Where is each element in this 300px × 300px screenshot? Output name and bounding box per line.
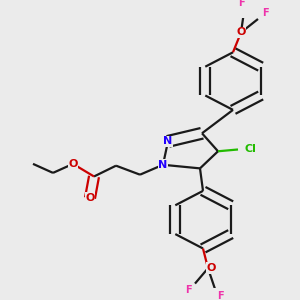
Text: F: F: [217, 291, 223, 300]
Text: F: F: [185, 285, 191, 295]
Text: O: O: [85, 193, 95, 203]
Text: Cl: Cl: [244, 145, 256, 154]
Text: O: O: [206, 263, 216, 273]
Text: O: O: [68, 159, 78, 169]
Text: N: N: [158, 160, 168, 170]
Text: F: F: [262, 8, 268, 18]
Text: N: N: [164, 136, 172, 146]
Text: O: O: [236, 28, 246, 38]
Text: F: F: [238, 0, 244, 8]
